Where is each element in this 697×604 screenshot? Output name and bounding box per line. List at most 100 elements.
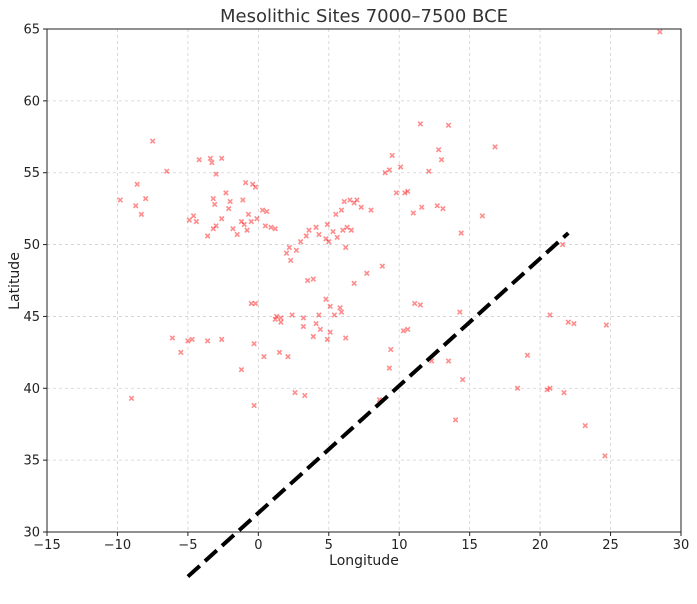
data-point	[242, 180, 249, 186]
x-tick-label: 30	[673, 538, 690, 553]
data-point	[389, 152, 395, 159]
data-point	[452, 417, 459, 423]
data-point	[218, 215, 225, 222]
data-point	[404, 326, 411, 333]
data-point	[348, 227, 355, 233]
y-tick-label: 30	[23, 526, 40, 541]
data-point	[306, 227, 312, 233]
data-point	[382, 169, 388, 176]
x-tick-label: 15	[461, 538, 478, 553]
x-axis-ticks: −15 −10 −5 0 5 10 15 20 25 30	[33, 532, 689, 553]
data-point	[313, 224, 319, 231]
data-point	[300, 315, 307, 321]
data-point	[386, 365, 393, 371]
data-point	[331, 312, 338, 318]
data-point	[276, 349, 283, 356]
data-point	[440, 205, 446, 212]
y-axis-ticks: 30 35 40 45 50 55 60 65	[23, 23, 47, 541]
data-point	[492, 144, 498, 150]
data-point	[292, 389, 298, 396]
data-point	[458, 230, 464, 236]
data-point	[402, 190, 408, 196]
data-point	[218, 155, 225, 162]
data-point	[293, 247, 300, 254]
data-point	[418, 204, 425, 210]
x-tick-label: 0	[254, 538, 262, 553]
data-point	[196, 157, 202, 163]
data-point	[354, 197, 360, 203]
data-point	[230, 225, 236, 232]
data-point	[417, 121, 424, 127]
data-point	[287, 257, 294, 264]
data-point	[479, 213, 486, 219]
data-point	[134, 181, 140, 187]
data-point	[300, 323, 307, 330]
data-point	[323, 296, 329, 302]
data-point	[227, 198, 233, 205]
overlay-dashed-line	[186, 231, 570, 579]
data-point	[459, 376, 466, 383]
y-tick-label: 65	[23, 23, 40, 38]
data-point	[342, 335, 349, 341]
data-point	[213, 223, 219, 229]
data-point	[565, 319, 572, 325]
data-point	[327, 329, 333, 336]
data-point	[457, 309, 463, 315]
x-tick-label: −5	[178, 538, 197, 553]
data-point	[603, 322, 610, 328]
data-point	[351, 200, 357, 206]
data-point	[254, 215, 260, 222]
data-point	[169, 335, 176, 341]
data-point	[559, 241, 566, 248]
data-point	[163, 168, 170, 175]
data-point	[204, 338, 211, 344]
data-point	[410, 210, 417, 216]
data-point	[544, 386, 550, 393]
gridlines	[46, 28, 682, 533]
data-point	[190, 213, 197, 219]
data-point	[445, 358, 452, 364]
data-point	[302, 392, 308, 399]
data-point	[326, 238, 332, 245]
data-point	[142, 195, 149, 202]
y-tick-label: 40	[23, 382, 40, 397]
data-point	[316, 312, 322, 318]
data-point	[210, 195, 217, 202]
data-point	[272, 225, 279, 232]
data-point	[393, 190, 400, 196]
data-point	[524, 352, 531, 358]
data-point	[388, 346, 394, 353]
data-point	[547, 312, 553, 318]
data-point	[411, 300, 418, 307]
data-point	[149, 138, 156, 144]
data-point	[128, 395, 135, 402]
data-point	[344, 224, 350, 231]
x-tick-label: 5	[325, 538, 333, 553]
data-point	[324, 221, 331, 228]
y-tick-label: 60	[23, 94, 40, 109]
data-point	[338, 207, 345, 213]
data-point	[273, 313, 280, 320]
data-point	[338, 309, 345, 315]
data-point	[251, 340, 257, 347]
data-point	[379, 263, 386, 269]
data-point	[189, 336, 195, 343]
data-point	[238, 366, 245, 373]
data-point	[264, 208, 270, 215]
data-point	[400, 328, 407, 334]
data-point	[317, 326, 324, 333]
data-point	[211, 201, 218, 208]
data-point	[438, 157, 445, 163]
overlay-line-group	[186, 231, 570, 579]
data-point	[262, 223, 269, 229]
data-point	[138, 211, 145, 218]
data-point	[251, 402, 257, 409]
data-point	[351, 280, 357, 287]
data-point	[285, 353, 291, 360]
data-point	[209, 159, 215, 166]
data-point	[185, 338, 191, 344]
data-point	[324, 336, 331, 343]
data-point	[404, 188, 411, 195]
data-point	[178, 349, 184, 356]
